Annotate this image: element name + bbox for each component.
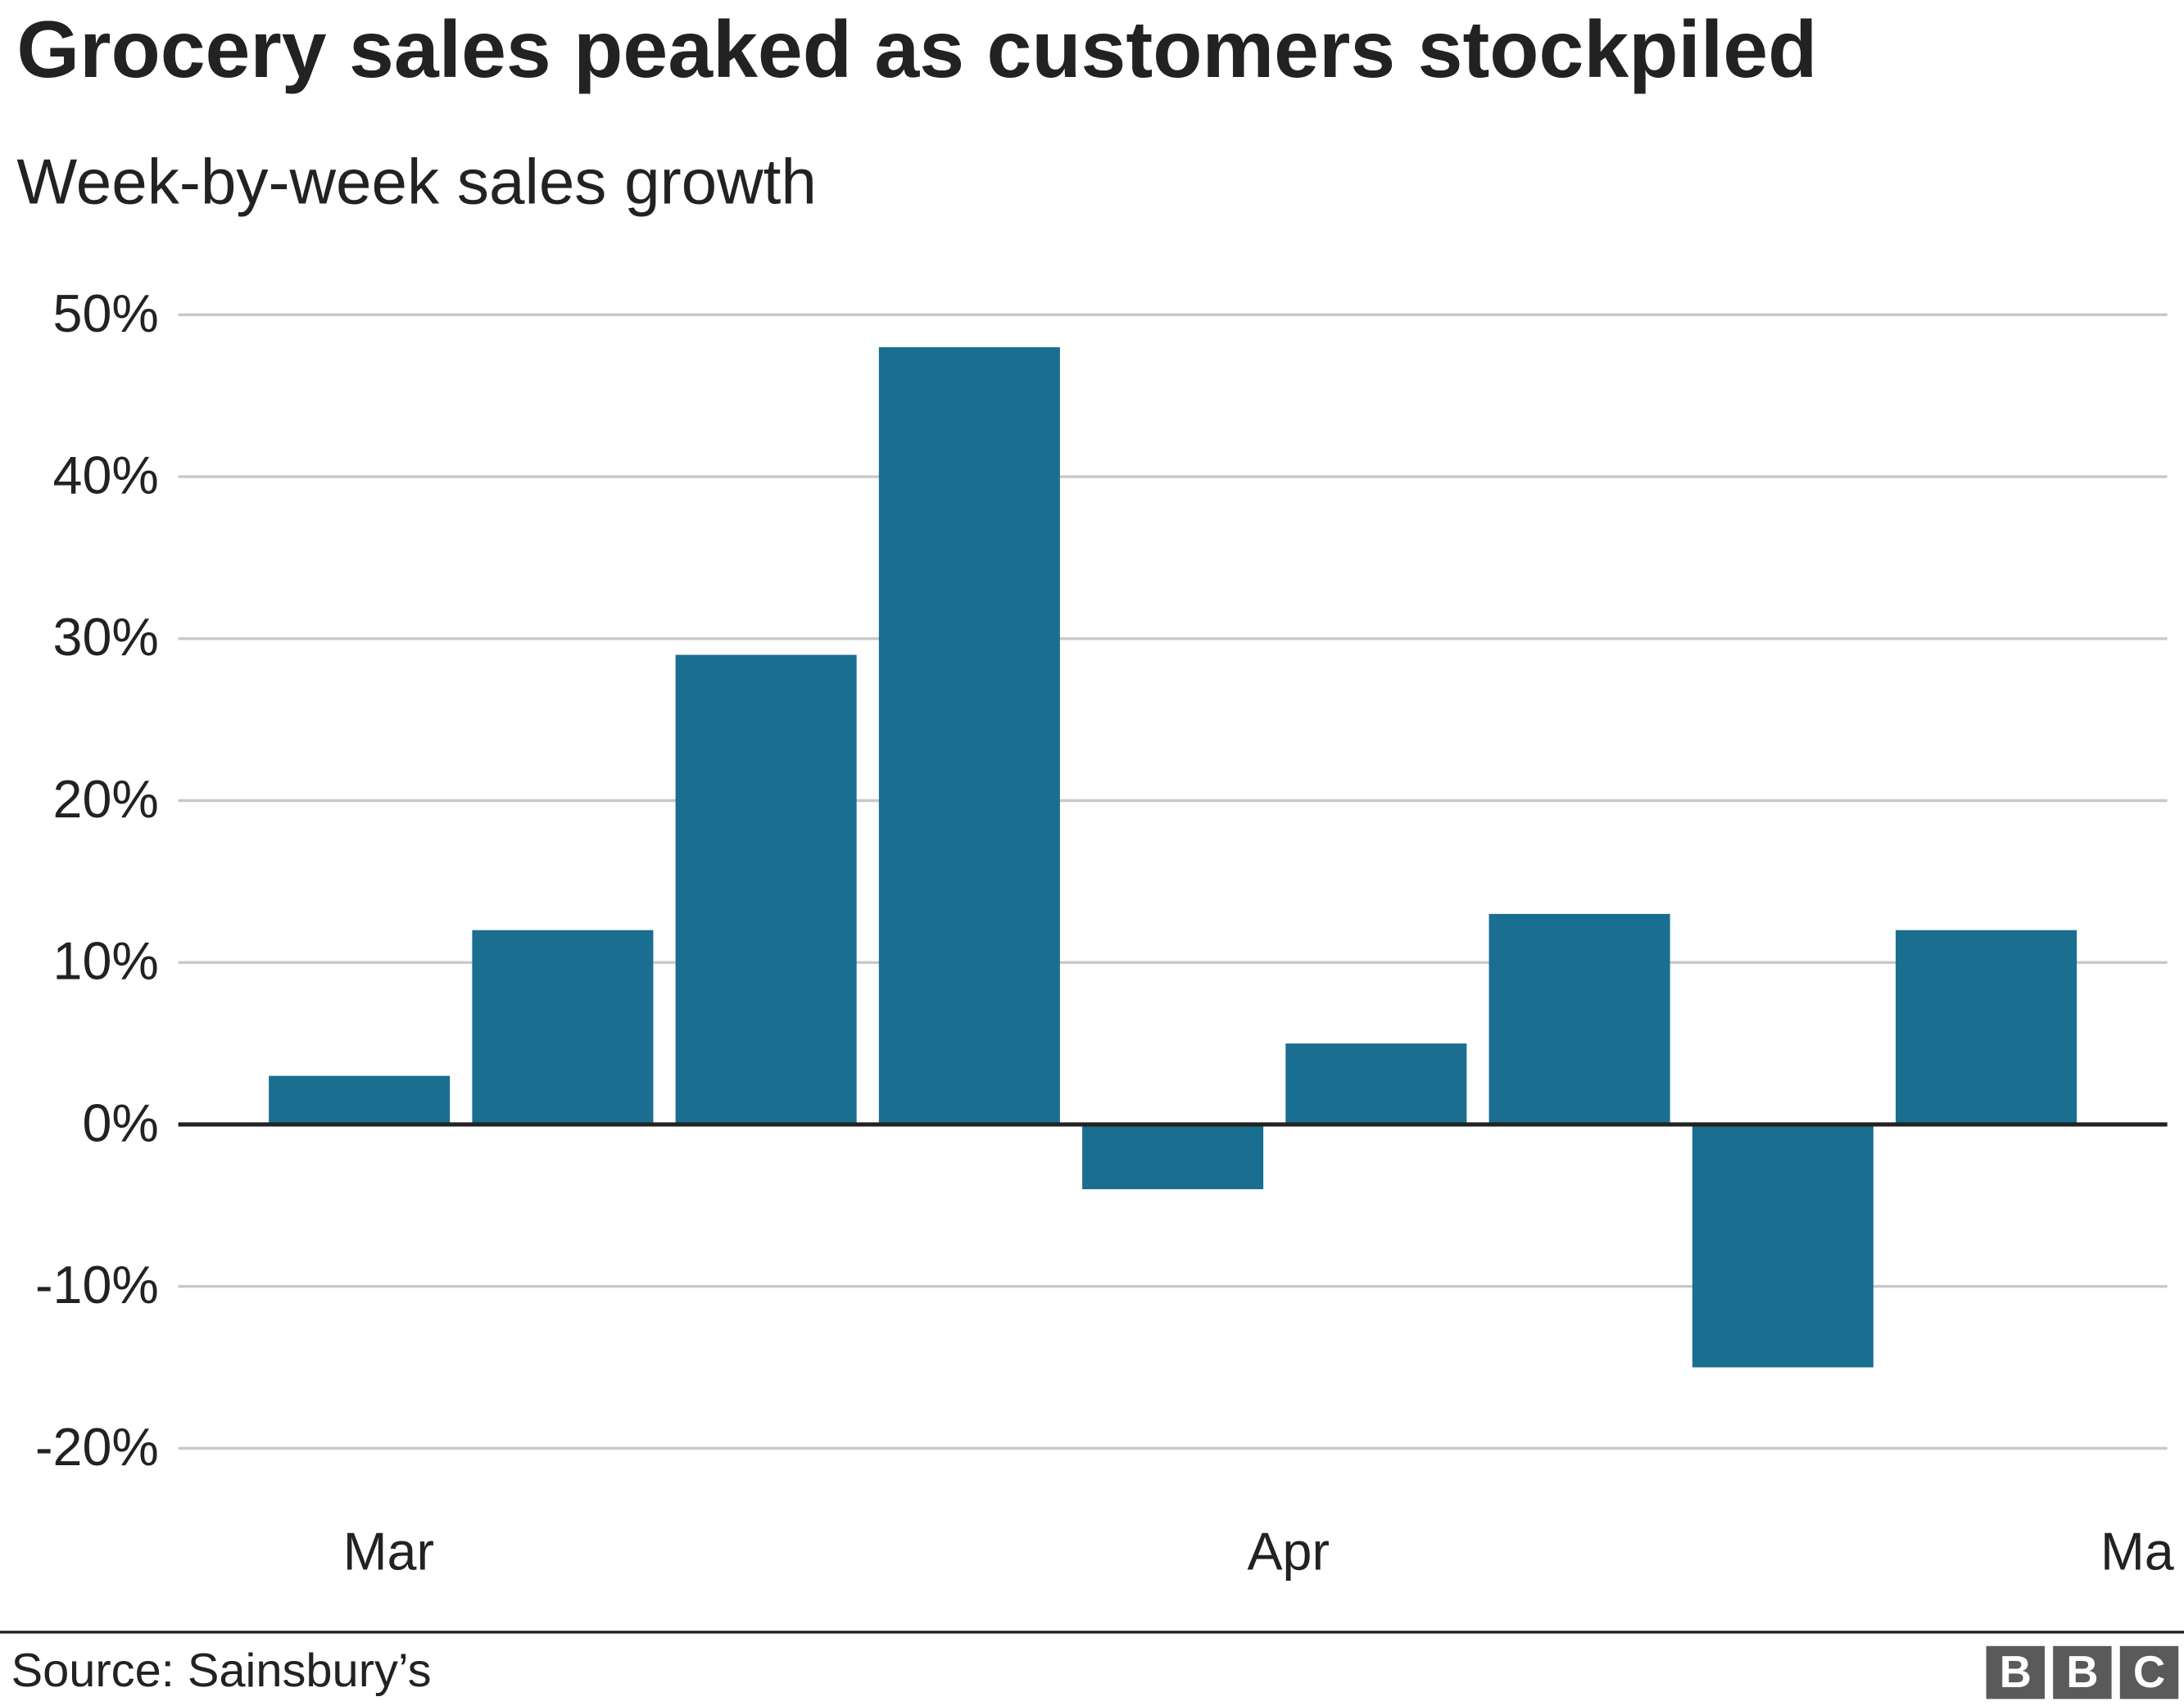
x-tick-label: Apr <box>1247 1522 1330 1581</box>
y-tick-label: -10% <box>35 1256 159 1315</box>
bar <box>1285 1043 1467 1125</box>
y-tick-label: 0% <box>82 1093 158 1152</box>
bar <box>472 930 654 1125</box>
y-tick-label: 40% <box>53 446 159 505</box>
x-tick-label: Mar <box>343 1522 434 1581</box>
y-tick-label: 30% <box>53 608 159 667</box>
chart-subtitle: Week-by-week sales growth <box>16 146 816 218</box>
logo-letter: B <box>2000 1647 2032 1697</box>
y-tick-label: 20% <box>53 770 159 829</box>
bar <box>878 346 1060 1125</box>
logo-letter: C <box>2133 1647 2165 1697</box>
logo-box <box>2053 1645 2112 1699</box>
y-tick-label: -20% <box>35 1418 159 1477</box>
bar <box>1488 913 1670 1125</box>
logo-box <box>2119 1645 2179 1699</box>
chart-title: Grocery sales peaked as customers stockp… <box>16 4 1817 94</box>
bar <box>1692 1124 1874 1368</box>
bar <box>1082 1124 1264 1190</box>
logo-letter: B <box>2066 1647 2098 1697</box>
bar <box>675 654 857 1125</box>
y-tick-label: 50% <box>53 284 159 343</box>
source: Source: Sainsbury’s <box>11 1645 432 1697</box>
bar <box>1896 930 2078 1125</box>
logo-box <box>1986 1645 2045 1699</box>
x-tick-label: Ma <box>2100 1522 2174 1581</box>
y-tick-label: 10% <box>53 932 159 991</box>
bar <box>269 1075 451 1125</box>
